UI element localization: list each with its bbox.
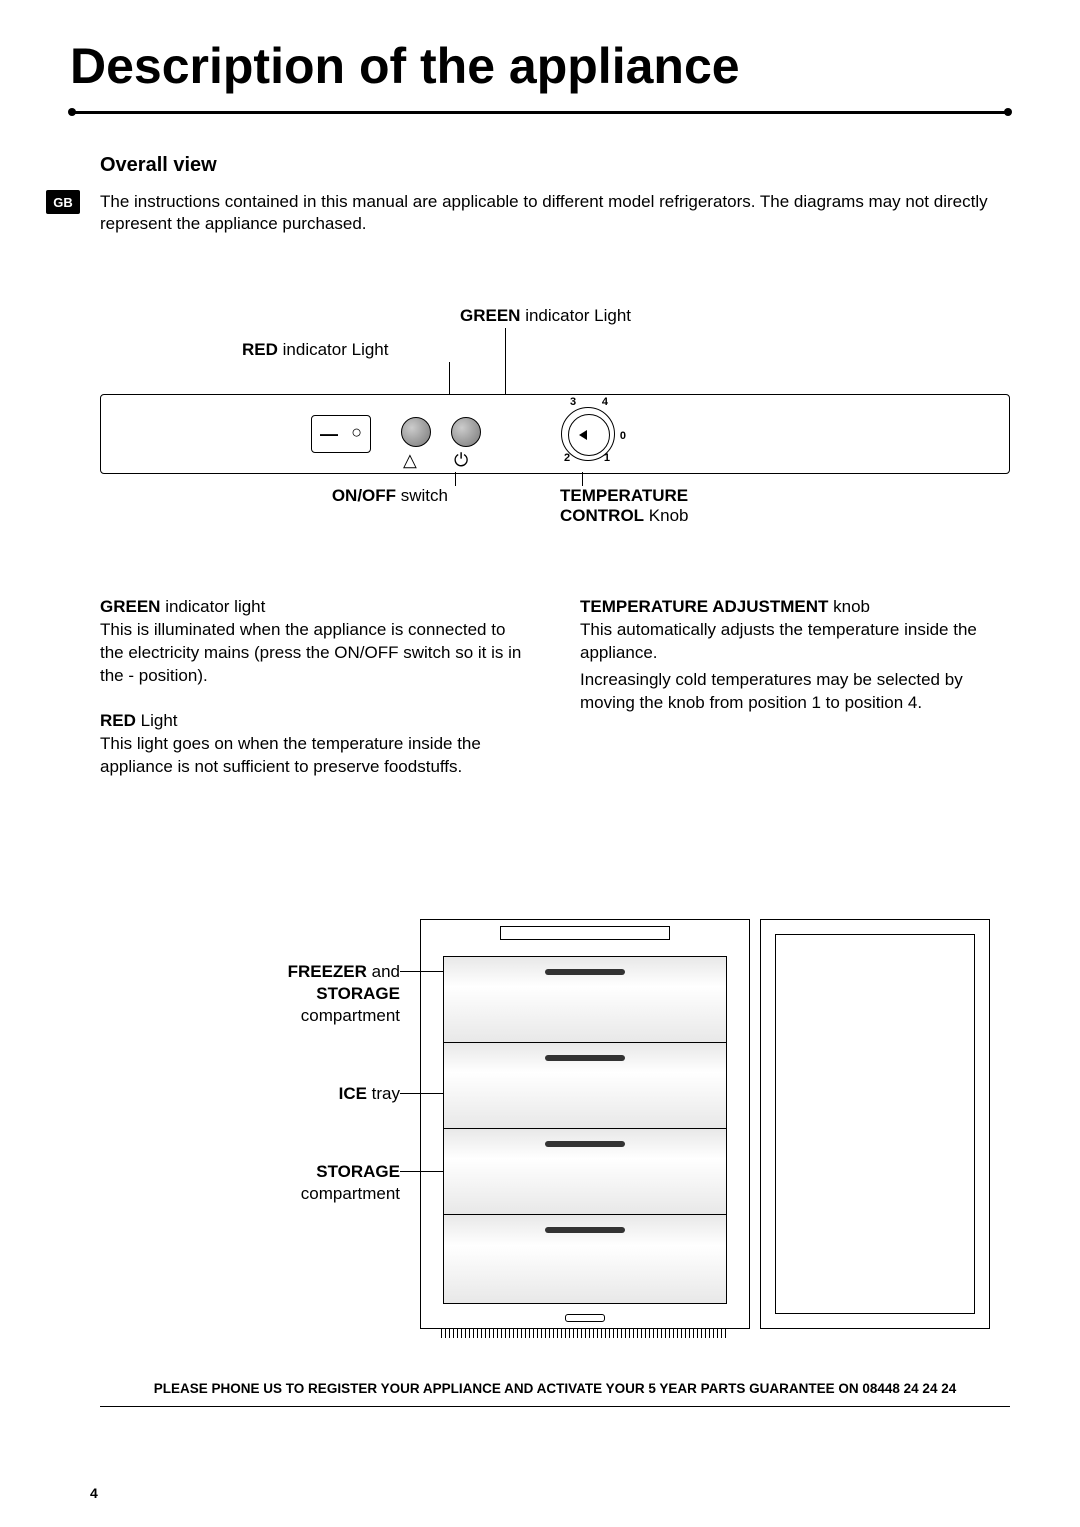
kickplate-icon <box>565 1314 605 1322</box>
red-indicator-label: RED indicator Light <box>242 340 442 360</box>
onoff-label: ON/OFF switch <box>252 486 448 506</box>
footer-notice: PLEASE PHONE US TO REGISTER YOUR APPLIAN… <box>100 1381 1010 1407</box>
page-number: 4 <box>90 1485 98 1501</box>
title-rule <box>70 111 1010 114</box>
ventilation-grille-icon <box>441 1328 729 1338</box>
warning-icon: △ <box>403 450 417 471</box>
drawer-icon <box>443 1128 727 1214</box>
ice-tray-label: ICE tray <box>200 1083 400 1105</box>
page: Description of the appliance GB Overall … <box>0 0 1080 1527</box>
right-column: TEMPERATURE ADJUSTMENT knob This automat… <box>580 596 1010 801</box>
red-light-description: RED Light This light goes on when the te… <box>100 710 530 779</box>
intro-paragraph: The instructions contained in this manua… <box>100 191 1010 237</box>
led-green-icon <box>451 417 481 447</box>
temperature-range-description: Increasingly cold temperatures may be se… <box>580 669 1010 715</box>
onoff-switch-icon <box>311 415 371 453</box>
drawer-icon <box>443 956 727 1042</box>
appliance-diagram: FREEZER and STORAGE compartment ICE tray… <box>100 901 1010 1341</box>
section-heading: Overall view <box>100 154 1010 177</box>
page-title: Description of the appliance <box>70 40 1010 93</box>
green-light-description: GREEN indicator light This is illuminate… <box>100 596 530 688</box>
drawer-icon <box>443 1042 727 1128</box>
fridge-body-icon <box>420 919 750 1329</box>
temperature-knob-icon: 0 1 2 3 4 <box>561 407 615 461</box>
control-bar-icon <box>500 926 670 940</box>
temperature-knob-description: TEMPERATURE ADJUSTMENT knob This automat… <box>580 596 1010 665</box>
green-indicator-label: GREEN indicator Light <box>460 306 631 326</box>
temperature-control-label: TEMPERATURE CONTROL Knob <box>560 486 688 526</box>
description-columns: GREEN indicator light This is illuminate… <box>100 596 1010 801</box>
drawer-icon <box>443 1214 727 1304</box>
content: Overall view The instructions contained … <box>100 154 1010 1407</box>
fridge-door-icon <box>760 919 990 1329</box>
power-icon: ⏻ <box>454 450 468 471</box>
storage-compartment-label: STORAGE compartment <box>200 1161 400 1205</box>
appliance-labels: FREEZER and STORAGE compartment ICE tray… <box>200 961 400 1262</box>
led-red-icon <box>401 417 431 447</box>
freezer-storage-label: FREEZER and STORAGE compartment <box>200 961 400 1027</box>
country-badge: GB <box>46 190 80 214</box>
left-column: GREEN indicator light This is illuminate… <box>100 596 530 801</box>
panel-rect: △ ⏻ 0 1 2 3 4 <box>100 394 1010 474</box>
control-panel-diagram: GREEN indicator Light RED indicator Ligh… <box>100 306 1010 546</box>
